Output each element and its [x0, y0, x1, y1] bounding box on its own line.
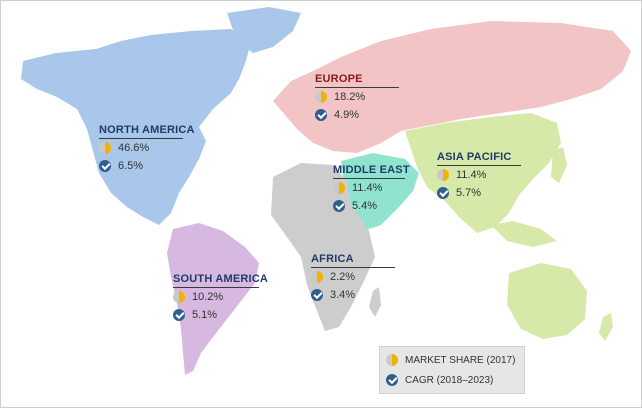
europe-label: EUROPE 18.2% 4.9%: [315, 73, 399, 124]
cagr-row: 3.4%: [311, 286, 395, 304]
legend-cagr: CAGR (2018–2023): [386, 370, 518, 390]
new-zealand-shape: [599, 313, 613, 341]
market-share-row: 10.2%: [173, 288, 259, 306]
market-share-value: 2.2%: [330, 271, 356, 283]
cagr-row: 5.1%: [173, 306, 259, 324]
market-share-value: 46.6%: [118, 142, 150, 154]
asia-pacific-shape: [405, 113, 561, 233]
growth-arrow-icon: [437, 187, 449, 199]
pie-chart-icon: [99, 142, 111, 154]
north-america-shape: [21, 29, 251, 225]
growth-arrow-icon: [315, 109, 327, 121]
cagr-row: 6.5%: [99, 157, 183, 175]
japan-shape: [551, 147, 567, 183]
market-share-value: 11.4%: [352, 182, 383, 194]
cagr-row: 5.7%: [437, 184, 521, 202]
europe-shape: [273, 21, 631, 153]
australia-shape: [507, 263, 587, 339]
growth-arrow-icon: [333, 200, 345, 212]
cagr-value: 6.5%: [118, 160, 144, 172]
legend-cagr-label: CAGR (2018–2023): [405, 374, 494, 386]
legend-market-share-label: MARKET SHARE (2017): [405, 354, 516, 366]
growth-arrow-icon: [99, 160, 111, 172]
legend-market-share: MARKET SHARE (2017): [386, 350, 518, 370]
cagr-value: 5.1%: [192, 309, 218, 321]
market-share-value: 18.2%: [334, 91, 366, 103]
cagr-value: 4.9%: [334, 109, 360, 121]
region-title: ASIA PACIFIC: [437, 151, 521, 166]
north-america-label: NORTH AMERICA 46.6% 6.5%: [99, 124, 194, 175]
market-share-row: 11.4%: [437, 166, 521, 184]
region-title: SOUTH AMERICA: [173, 273, 268, 288]
middle-east-label: MIDDLE EAST 11.4% 5.4%: [333, 164, 410, 215]
market-share-row: 46.6%: [99, 139, 183, 157]
middle-east-shape: [341, 153, 419, 231]
market-share-row: 2.2%: [311, 268, 395, 286]
pie-chart-icon: [311, 271, 323, 283]
asia-pacific-label: ASIA PACIFIC 11.4% 5.7%: [437, 151, 521, 202]
map-legend: MARKET SHARE (2017) CAGR (2018–2023): [379, 346, 525, 394]
pie-chart-icon: [386, 354, 398, 366]
region-title: EUROPE: [315, 73, 399, 88]
cagr-value: 3.4%: [330, 289, 356, 301]
region-title: NORTH AMERICA: [99, 124, 194, 139]
madagascar-shape: [369, 287, 381, 317]
market-share-value: 10.2%: [192, 291, 224, 303]
cagr-row: 5.4%: [333, 197, 405, 215]
market-share-row: 18.2%: [315, 88, 399, 106]
growth-arrow-icon: [173, 309, 185, 321]
region-title: AFRICA: [311, 253, 395, 268]
growth-arrow-icon: [386, 374, 398, 386]
cagr-value: 5.4%: [352, 200, 378, 212]
africa-shape: [271, 163, 375, 331]
south-america-shape: [167, 223, 259, 375]
cagr-value: 5.7%: [456, 187, 482, 199]
growth-arrow-icon: [311, 289, 323, 301]
cagr-row: 4.9%: [315, 106, 399, 124]
africa-label: AFRICA 2.2% 3.4%: [311, 253, 395, 304]
market-share-value: 11.4%: [456, 169, 487, 181]
greenland-shape: [227, 7, 301, 53]
pie-chart-icon: [173, 291, 185, 303]
pie-chart-icon: [315, 91, 327, 103]
region-title: MIDDLE EAST: [333, 164, 410, 179]
southeast-asia-shape: [491, 221, 557, 247]
south-america-label: SOUTH AMERICA 10.2% 5.1%: [173, 273, 268, 324]
market-share-row: 11.4%: [333, 179, 405, 197]
pie-chart-icon: [333, 182, 345, 194]
pie-chart-icon: [437, 169, 449, 181]
